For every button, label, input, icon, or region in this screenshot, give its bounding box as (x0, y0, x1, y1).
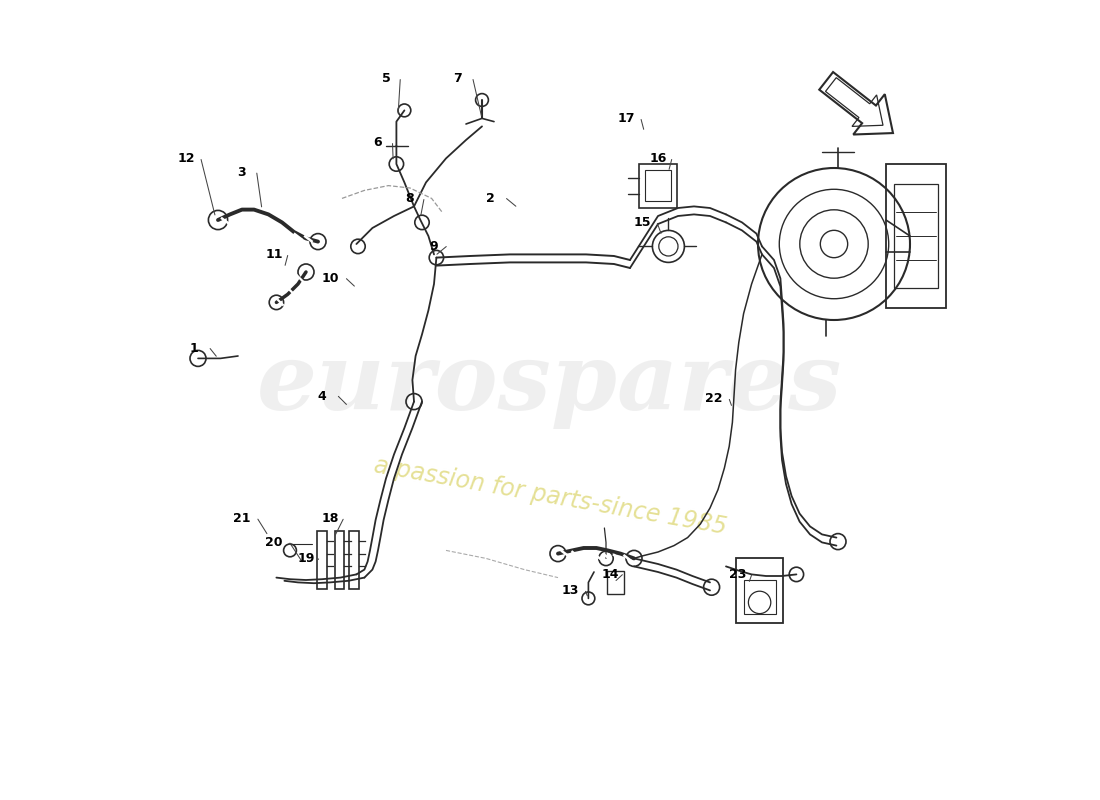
Text: 2: 2 (485, 192, 494, 205)
Text: 20: 20 (265, 536, 283, 549)
Text: 16: 16 (649, 152, 667, 165)
Bar (607, 571, 625, 594)
Text: 12: 12 (177, 152, 195, 165)
Text: 10: 10 (321, 272, 339, 285)
Text: 4: 4 (318, 390, 327, 402)
Text: 22: 22 (705, 392, 723, 405)
Text: 14: 14 (602, 568, 618, 581)
Bar (349, 531, 359, 589)
Text: eurospares: eurospares (257, 339, 843, 429)
Bar (744, 580, 775, 614)
Bar (639, 163, 678, 207)
Bar (894, 184, 938, 288)
Text: 17: 17 (617, 112, 635, 125)
Bar (317, 531, 327, 589)
Text: 23: 23 (729, 568, 747, 581)
Text: 1: 1 (189, 342, 198, 354)
Text: 13: 13 (561, 584, 579, 597)
Bar (334, 531, 344, 589)
Bar (646, 170, 671, 201)
Text: 11: 11 (265, 248, 283, 261)
Text: 7: 7 (453, 72, 462, 85)
Text: 6: 6 (374, 136, 383, 149)
Text: 19: 19 (297, 552, 315, 565)
Text: 3: 3 (238, 166, 246, 178)
Text: 8: 8 (406, 192, 415, 205)
Text: 5: 5 (382, 72, 390, 85)
Text: 21: 21 (233, 512, 251, 525)
Text: 18: 18 (321, 512, 339, 525)
Text: 9: 9 (430, 240, 438, 253)
Bar (887, 164, 946, 308)
Bar (736, 558, 783, 623)
Text: 15: 15 (634, 216, 651, 229)
Text: a passion for parts-since 1985: a passion for parts-since 1985 (372, 453, 728, 539)
